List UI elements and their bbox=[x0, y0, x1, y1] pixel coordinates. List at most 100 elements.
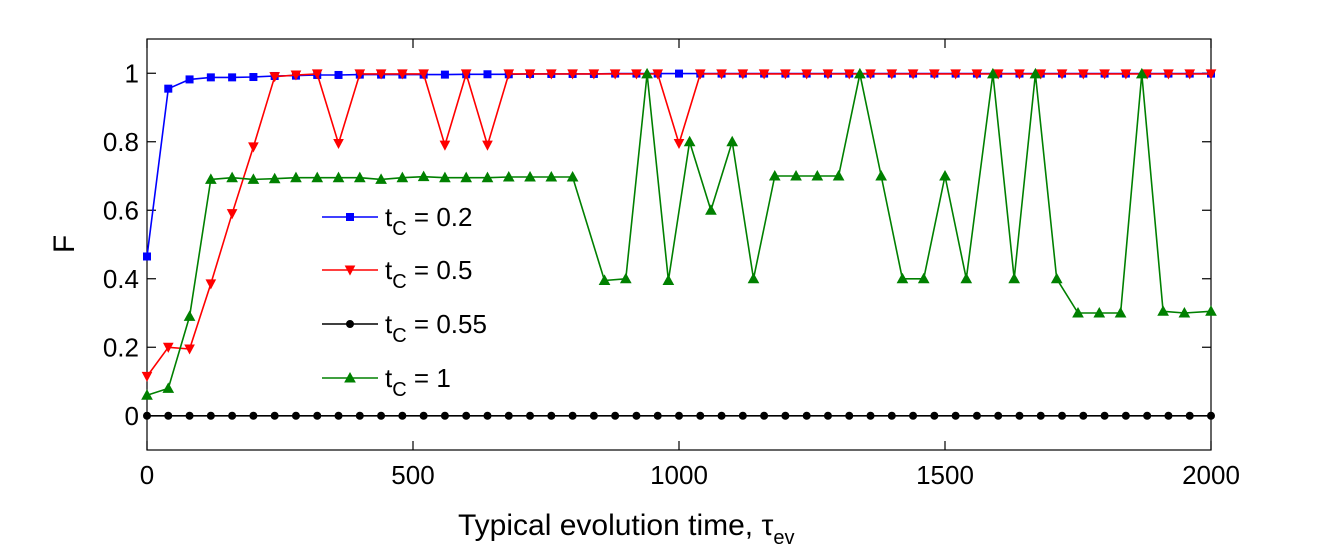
x-axis-label-main: Typical evolution time, τ bbox=[458, 509, 773, 542]
data-point bbox=[641, 67, 653, 79]
data-point bbox=[758, 69, 770, 80]
data-point bbox=[1185, 411, 1194, 420]
data-point bbox=[843, 69, 855, 80]
data-point bbox=[503, 69, 515, 80]
data-point bbox=[460, 171, 473, 183]
data-point bbox=[1050, 272, 1063, 284]
data-point bbox=[675, 69, 683, 78]
data-point bbox=[524, 170, 536, 182]
data-point bbox=[939, 169, 951, 181]
data-point bbox=[598, 274, 611, 285]
series-line bbox=[146, 73, 1212, 396]
y-tick-label: 0.8 bbox=[103, 127, 139, 157]
data-point bbox=[611, 411, 620, 420]
legend-label-sub: C bbox=[392, 218, 406, 240]
data-point bbox=[206, 411, 215, 420]
data-point bbox=[419, 411, 428, 420]
data-point bbox=[141, 389, 153, 400]
data-point bbox=[1014, 69, 1025, 80]
data-point bbox=[545, 170, 558, 182]
data-point bbox=[1207, 411, 1215, 420]
legend-label: tC = 0.55 bbox=[385, 309, 487, 347]
x-axis-label: Typical evolution time, τev bbox=[458, 509, 794, 549]
data-point bbox=[313, 411, 322, 420]
data-point bbox=[845, 411, 854, 420]
data-point bbox=[1100, 411, 1109, 420]
x-axis-label-sub: ev bbox=[773, 527, 794, 549]
data-point bbox=[1056, 69, 1068, 80]
legend-item: tC = 0.55 bbox=[322, 309, 487, 347]
data-point bbox=[311, 69, 323, 80]
data-point bbox=[588, 69, 600, 80]
data-point bbox=[1072, 306, 1084, 318]
data-point bbox=[164, 411, 173, 420]
data-point bbox=[1205, 69, 1217, 80]
data-point bbox=[143, 252, 151, 261]
data-point bbox=[781, 411, 790, 420]
data-point bbox=[270, 411, 279, 420]
y-tick-label: 0.2 bbox=[103, 332, 139, 362]
data-point bbox=[418, 69, 429, 80]
data-point bbox=[907, 69, 919, 80]
data-point bbox=[917, 272, 930, 284]
legend-label-main: t bbox=[385, 309, 393, 339]
x-tick-label: 0 bbox=[140, 460, 154, 490]
data-point bbox=[334, 411, 343, 420]
data-point bbox=[332, 171, 345, 183]
data-point bbox=[823, 411, 832, 420]
data-point bbox=[249, 73, 258, 82]
data-point bbox=[248, 142, 259, 153]
data-point bbox=[377, 411, 386, 420]
data-point bbox=[811, 169, 824, 181]
y-tick-label: 1 bbox=[125, 58, 139, 88]
data-point bbox=[249, 411, 258, 420]
data-point bbox=[896, 272, 909, 284]
data-point bbox=[524, 69, 536, 80]
legend-item: tC = 0.5 bbox=[322, 255, 472, 293]
data-point bbox=[994, 411, 1003, 420]
data-point bbox=[291, 411, 300, 420]
data-point bbox=[822, 69, 834, 80]
legend-item: tC = 1 bbox=[322, 363, 451, 401]
data-point bbox=[566, 170, 579, 182]
data-point bbox=[439, 171, 451, 183]
x-tick-label: 1500 bbox=[916, 460, 974, 490]
data-point bbox=[802, 411, 811, 420]
legend-item: tC = 0.2 bbox=[322, 202, 472, 240]
data-point bbox=[950, 69, 961, 80]
data-point bbox=[972, 411, 981, 420]
data-point bbox=[1093, 306, 1106, 318]
data-point bbox=[866, 411, 875, 420]
legend-label-value: = 0.2 bbox=[407, 202, 473, 232]
legend-marker bbox=[346, 320, 354, 328]
data-point bbox=[164, 84, 173, 93]
data-point bbox=[226, 209, 238, 220]
data-point bbox=[1114, 306, 1127, 318]
legend-label-value: = 0.55 bbox=[407, 309, 487, 339]
data-point bbox=[143, 411, 151, 420]
data-point bbox=[738, 411, 747, 420]
data-point bbox=[269, 72, 281, 83]
data-point bbox=[609, 69, 621, 80]
data-point bbox=[440, 411, 449, 420]
data-point bbox=[226, 171, 238, 183]
data-point bbox=[439, 140, 451, 151]
data-point bbox=[481, 171, 494, 183]
data-point bbox=[971, 69, 983, 80]
data-point bbox=[760, 411, 769, 420]
legend-label-main: t bbox=[385, 202, 393, 232]
data-point bbox=[354, 69, 366, 80]
data-point bbox=[462, 411, 471, 420]
data-point bbox=[832, 169, 845, 181]
x-tick-label: 1000 bbox=[650, 460, 708, 490]
y-tick-label: 0.4 bbox=[103, 264, 139, 294]
x-tick-labels: 0 500 1000 1500 2000 bbox=[140, 460, 1240, 490]
legend-label-value: = 1 bbox=[407, 363, 451, 393]
data-point bbox=[568, 411, 577, 420]
data-point bbox=[790, 169, 802, 181]
data-point bbox=[185, 75, 194, 84]
x-tick-label: 500 bbox=[391, 460, 434, 490]
legend-label-sub: C bbox=[392, 379, 406, 401]
